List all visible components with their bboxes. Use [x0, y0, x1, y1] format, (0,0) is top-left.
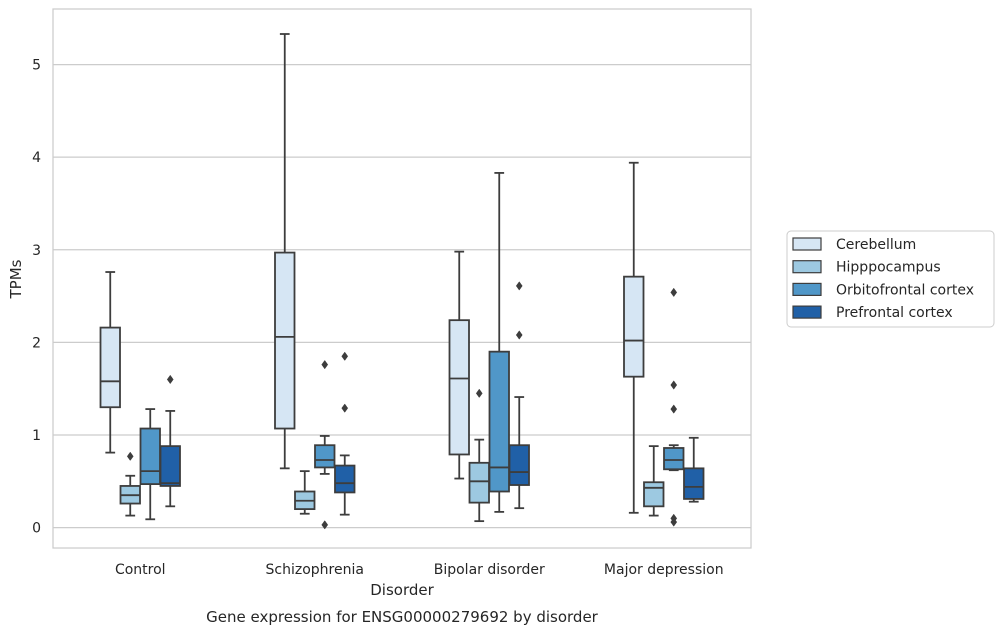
outlier-point-0 — [126, 451, 134, 461]
outlier-point-1 — [670, 513, 678, 523]
outlier-point-1 — [321, 360, 329, 370]
box-body — [643, 481, 665, 508]
outlier-point-0 — [321, 520, 329, 530]
legend-label-1: Hipppocampus — [836, 260, 941, 276]
outlier-point-3 — [670, 380, 678, 390]
box-3-2 — [508, 281, 530, 510]
box-0-2 — [448, 250, 470, 480]
box-body — [448, 319, 470, 456]
box-0-0 — [99, 271, 121, 454]
legend-frame — [786, 230, 995, 328]
box-1-2 — [468, 388, 490, 523]
y-tick-label-2: 2 — [32, 335, 41, 351]
y-axis-ticks: 0 1 2 3 4 5 — [32, 58, 41, 537]
box-2-3 — [663, 287, 685, 527]
gridlines — [53, 63, 751, 529]
box-3-1 — [334, 351, 356, 516]
box-series — [99, 33, 705, 530]
x-axis-label: Disorder — [370, 581, 434, 599]
legend-swatch-0 — [792, 237, 822, 251]
outlier-point-0 — [341, 403, 349, 413]
outlier-point-0 — [166, 374, 174, 385]
legend-swatch-2 — [792, 282, 822, 296]
box-3-0 — [159, 374, 181, 508]
box-0-3 — [623, 161, 645, 514]
box-2-1 — [314, 360, 336, 530]
box-body — [468, 461, 490, 504]
legend-label-3: Prefrontal cortex — [836, 305, 953, 321]
y-tick-label-4: 4 — [32, 150, 41, 166]
legend-label-2: Orbitofrontal cortex — [836, 282, 974, 298]
y-tick-label-0: 0 — [32, 521, 41, 537]
x-tick-label-1: Schizophrenia — [266, 562, 364, 578]
y-tick-label-1: 1 — [32, 428, 41, 444]
box-body — [508, 444, 530, 486]
box-body — [488, 350, 510, 493]
legend-swatch-3 — [792, 305, 822, 319]
box-1-3 — [643, 445, 665, 517]
box-1-1 — [294, 470, 316, 515]
x-tick-label-3: Major depression — [604, 562, 724, 578]
legend: Cerebellum Hipppocampus Orbitofrontal cort… — [786, 230, 995, 328]
x-tick-label-0: Control — [115, 562, 166, 578]
box-body — [99, 326, 121, 409]
outlier-point-4 — [670, 287, 678, 298]
box-body — [623, 275, 645, 378]
y-tick-label-5: 5 — [32, 58, 41, 74]
outlier-point-1 — [341, 351, 349, 361]
box-body — [159, 445, 181, 487]
legend-label-0: Cerebellum — [836, 237, 916, 253]
box-body — [274, 251, 296, 430]
plot-area-frame — [52, 8, 752, 549]
outlier-point-2 — [670, 404, 678, 414]
x-axis-ticks: Control Schizophrenia Bipolar disorder Majo… — [115, 562, 724, 578]
y-axis-label: TPMs — [7, 259, 25, 299]
box-2-0 — [139, 408, 161, 521]
outlier-point-0 — [515, 330, 523, 340]
box-body — [663, 447, 685, 471]
outlier-point-0 — [475, 388, 483, 398]
box-1-0 — [119, 451, 141, 517]
box-0-1 — [274, 33, 296, 470]
box-body — [683, 467, 705, 500]
box-body — [139, 427, 161, 485]
box-body — [314, 444, 336, 469]
outlier-point-1 — [515, 281, 523, 291]
y-tick-label-3: 3 — [32, 243, 41, 259]
x-tick-label-2: Bipolar disorder — [434, 562, 545, 578]
box-2-2 — [488, 172, 510, 513]
figure-caption: Gene expression for ENSG00000279692 by d… — [206, 608, 599, 626]
box-3-3 — [683, 436, 705, 503]
legend-swatch-1 — [792, 260, 822, 274]
box-body — [334, 464, 356, 494]
